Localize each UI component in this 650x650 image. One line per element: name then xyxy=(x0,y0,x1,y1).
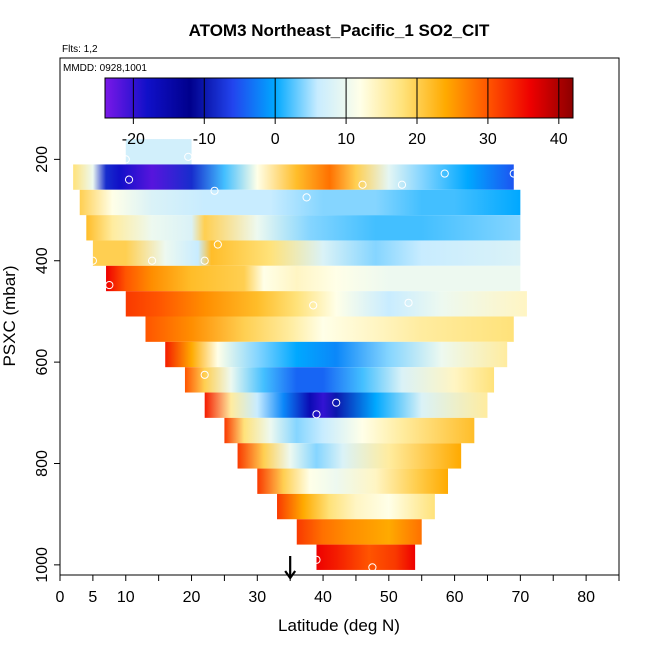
latitude-arrow xyxy=(284,556,297,580)
sample-marker xyxy=(124,175,134,184)
sample-marker xyxy=(368,563,377,572)
x-tick-label: 0 xyxy=(56,589,65,606)
x-tick-label: 30 xyxy=(248,589,266,606)
x-tick-label: 40 xyxy=(314,589,332,606)
sample-marker xyxy=(184,152,193,161)
colorbar-gradient xyxy=(104,77,574,119)
curtain-row xyxy=(92,240,521,266)
x-axis: 0 5 10 20 30 40 50 60 70 80 xyxy=(56,575,620,606)
curtain-row xyxy=(237,443,462,469)
curtain-row xyxy=(184,367,495,393)
curtain-row xyxy=(79,189,521,216)
sample-marker xyxy=(302,193,311,202)
x-tick-label: 5 xyxy=(88,589,97,606)
x-tick-label: 20 xyxy=(183,589,201,606)
curtain-row xyxy=(106,265,521,292)
colorbar-tick-label: 30 xyxy=(479,131,497,148)
y-tick-label: 1000 xyxy=(34,547,51,583)
sample-marker xyxy=(312,410,321,419)
curtain-heatmap xyxy=(73,139,527,570)
colorbar-tick-label: 20 xyxy=(408,131,426,148)
x-tick-label: 10 xyxy=(117,589,135,606)
sample-marker xyxy=(404,298,413,307)
sample-marker xyxy=(358,180,367,189)
x-axis-label: Latitude (deg N) xyxy=(278,616,400,635)
sample-marker xyxy=(332,398,341,407)
flights-note: Flts: 1,2 xyxy=(62,44,98,55)
y-tick-label: 800 xyxy=(34,450,51,477)
y-tick-label: 200 xyxy=(34,146,51,173)
sample-marker xyxy=(312,555,321,564)
sample-marker xyxy=(309,301,318,310)
colorbar-tick-label: 40 xyxy=(550,131,568,148)
y-axis-label: PSXC (mbar) xyxy=(0,265,19,366)
sample-marker xyxy=(200,370,209,379)
sample-marker xyxy=(213,240,222,249)
colorbar-ticks: -20 -10 0 10 20 30 40 xyxy=(122,78,568,148)
colorbar: -20 -10 0 10 20 30 40 xyxy=(104,77,574,148)
curtain-row xyxy=(296,519,422,545)
curtain-row xyxy=(125,139,192,165)
colorbar-tick-label: 0 xyxy=(271,131,280,148)
curtain-row xyxy=(316,544,416,570)
colorbar-tick-label: -20 xyxy=(122,131,145,148)
curtain-row xyxy=(125,291,527,317)
curtain-row xyxy=(73,164,514,190)
sample-marker xyxy=(440,169,449,178)
y-axis: 200 400 600 800 1000 xyxy=(34,146,60,583)
curtain-row xyxy=(145,316,514,342)
sample-marker xyxy=(121,155,130,164)
sample-marker xyxy=(88,256,97,265)
x-tick-label: 70 xyxy=(511,589,529,606)
sample-marker xyxy=(200,256,209,265)
x-tick-label: 80 xyxy=(577,589,595,606)
x-tick-label: 50 xyxy=(380,589,398,606)
sample-marker xyxy=(509,169,518,178)
latitude-arrow-head xyxy=(284,570,297,580)
y-tick-label: 400 xyxy=(34,247,51,274)
curtain-row xyxy=(165,341,508,368)
chart-title: ATOM3 Northeast_Pacific_1 SO2_CIT xyxy=(189,21,490,40)
sample-marker xyxy=(105,280,114,290)
y-tick-label: 600 xyxy=(34,349,51,376)
colorbar-tick-label: 10 xyxy=(337,131,355,148)
curtain-row xyxy=(277,493,435,520)
colorbar-tick-label: -10 xyxy=(193,131,216,148)
curtain-row xyxy=(86,215,521,241)
curtain-row xyxy=(257,468,449,494)
dates-note: MMDD: 0928,1001 xyxy=(63,63,147,74)
sample-marker xyxy=(397,180,407,189)
sample-markers xyxy=(88,152,518,572)
curtain-row xyxy=(224,417,475,444)
curtain-row xyxy=(204,392,488,418)
sample-marker xyxy=(147,256,157,265)
sample-marker xyxy=(210,186,219,195)
x-tick-label: 60 xyxy=(446,589,464,606)
